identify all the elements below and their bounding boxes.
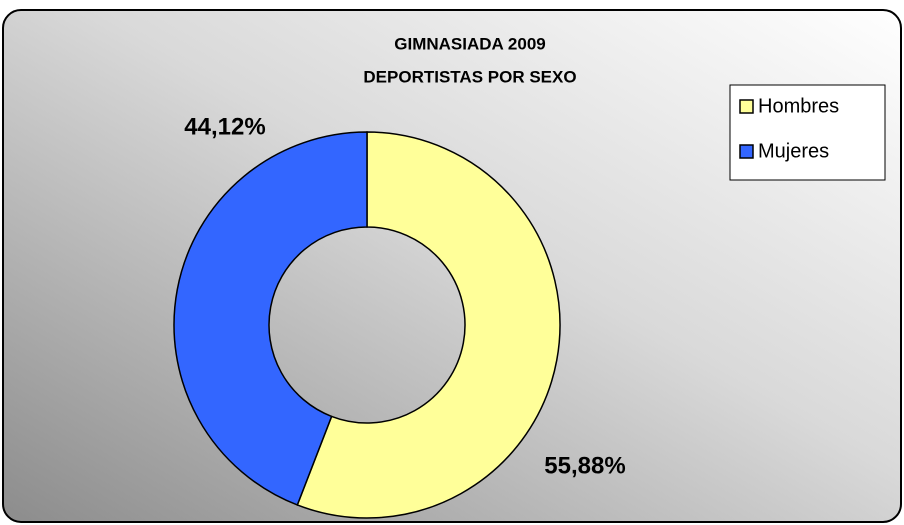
legend-box [729, 84, 886, 181]
legend-swatch [739, 144, 754, 159]
donut-segment [296, 131, 561, 519]
chart-subtitle: DEPORTISTAS POR SEXO [363, 67, 576, 86]
legend-label: Mujeres [758, 140, 829, 162]
data-label: 44,12% [184, 113, 265, 140]
legend-label: Hombres [758, 95, 839, 117]
data-label: 55,88% [544, 452, 625, 479]
legend-swatch [739, 99, 754, 114]
donut-segment [173, 131, 368, 506]
chart-title: GIMNASIADA 2009 [394, 34, 545, 53]
